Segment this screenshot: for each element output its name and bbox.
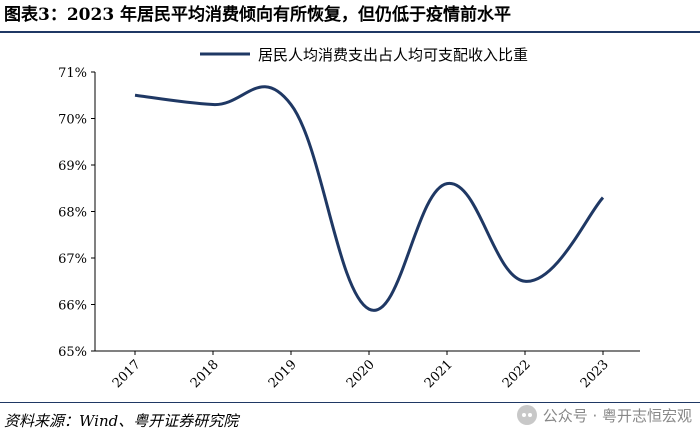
wechat-icon: [516, 405, 537, 425]
y-tick-label: 69%: [58, 159, 87, 174]
series-line: [134, 85, 605, 312]
chart-title: 图表3：2023 年居民平均消费倾向有所恢复，但仍低于疫情前水平: [4, 5, 512, 25]
y-tick-label: 68%: [58, 206, 87, 221]
watermark-text: 公众号 · 粤开志恒宏观: [542, 406, 692, 425]
line-chart: 居民人均消费支出占人均可支配收入比重 65% 66% 67% 68% 69% 70% 71%…: [58, 46, 640, 391]
y-tick-label: 66%: [58, 299, 87, 314]
y-tick-label: 70%: [58, 113, 87, 128]
source-note: 资料来源：Wind、粤开证券研究院: [4, 412, 239, 430]
plot-area: [134, 85, 605, 312]
x-tick-label: 2020: [344, 357, 378, 391]
x-tick-label: 2018: [188, 357, 222, 391]
chart-legend: 居民人均消费支出占人均可支配收入比重: [200, 46, 528, 64]
watermark: 公众号 · 粤开志恒宏观: [516, 400, 692, 430]
x-tick-label: 2023: [578, 357, 612, 391]
x-tick-label: 2017: [110, 357, 144, 391]
y-tick-label: 65%: [58, 345, 87, 360]
x-axis: 2017 2018 2019 2020 2021 2022 2023: [95, 350, 640, 391]
y-tick-label: 71%: [58, 66, 87, 81]
y-axis: 65% 66% 67% 68% 69% 70% 71%: [58, 66, 96, 360]
y-tick-label: 67%: [58, 252, 87, 267]
legend-label: 居民人均消费支出占人均可支配收入比重: [258, 46, 528, 64]
x-tick-label: 2021: [422, 357, 456, 391]
title-divider: [0, 31, 700, 33]
source-divider: [0, 402, 700, 403]
x-tick-label: 2022: [500, 357, 534, 391]
x-tick-label: 2019: [266, 357, 300, 391]
